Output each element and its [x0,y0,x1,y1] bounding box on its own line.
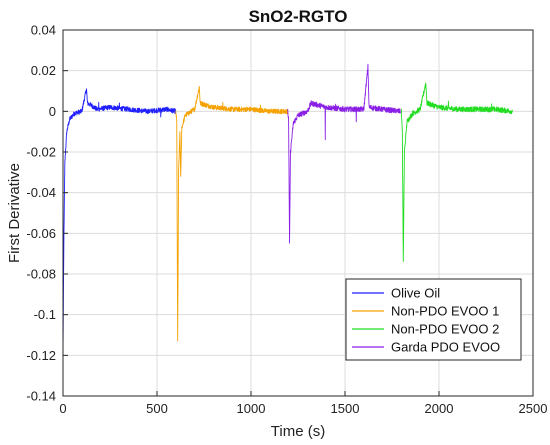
x-tick-label: 1500 [331,401,360,416]
y-tick-label: -0.08 [26,267,56,282]
series-line [400,82,513,262]
y-tick-label: -0.06 [26,226,56,241]
x-tick-label: 2500 [519,401,548,416]
y-tick-label: 0.04 [31,23,56,38]
plot-frame [62,29,534,397]
y-tick-label: -0.14 [26,389,56,404]
y-tick-label: 0 [49,104,56,119]
legend-entry: Garda PDO EVOO [391,340,500,355]
x-tick-label: 2000 [425,401,454,416]
y-tick-label: -0.1 [34,307,56,322]
legend-entry: Non-PDO EVOO 1 [391,304,499,319]
legend-entry: Olive Oil [391,286,440,301]
x-tick-label: 1000 [237,401,266,416]
series-line [175,86,289,342]
legend: Olive Oil Non-PDO EVOO 1 Non-PDO EVOO 2 Gar… [345,278,522,361]
chart-title: SnO2-RGTO [249,7,348,26]
x-tick-label: 0 [59,401,66,416]
series-line [287,63,401,244]
x-axis-label: Time (s) [271,423,325,440]
y-tick-label: -0.04 [26,185,56,200]
series-lines [62,63,513,351]
y-tick-label: -0.02 [26,145,56,160]
x-tick-label: 500 [146,401,168,416]
axis-ticks: 0 500 1000 1500 2000 2500 -0.14 -0.12 -0.1 -0.08 -… [26,23,547,417]
y-tick-label: 0.02 [31,63,56,78]
legend-entry: Non-PDO EVOO 2 [391,322,499,337]
y-axis-label: First Derivative [6,163,23,263]
y-tick-label: -0.12 [26,348,56,363]
series-line [62,88,177,351]
